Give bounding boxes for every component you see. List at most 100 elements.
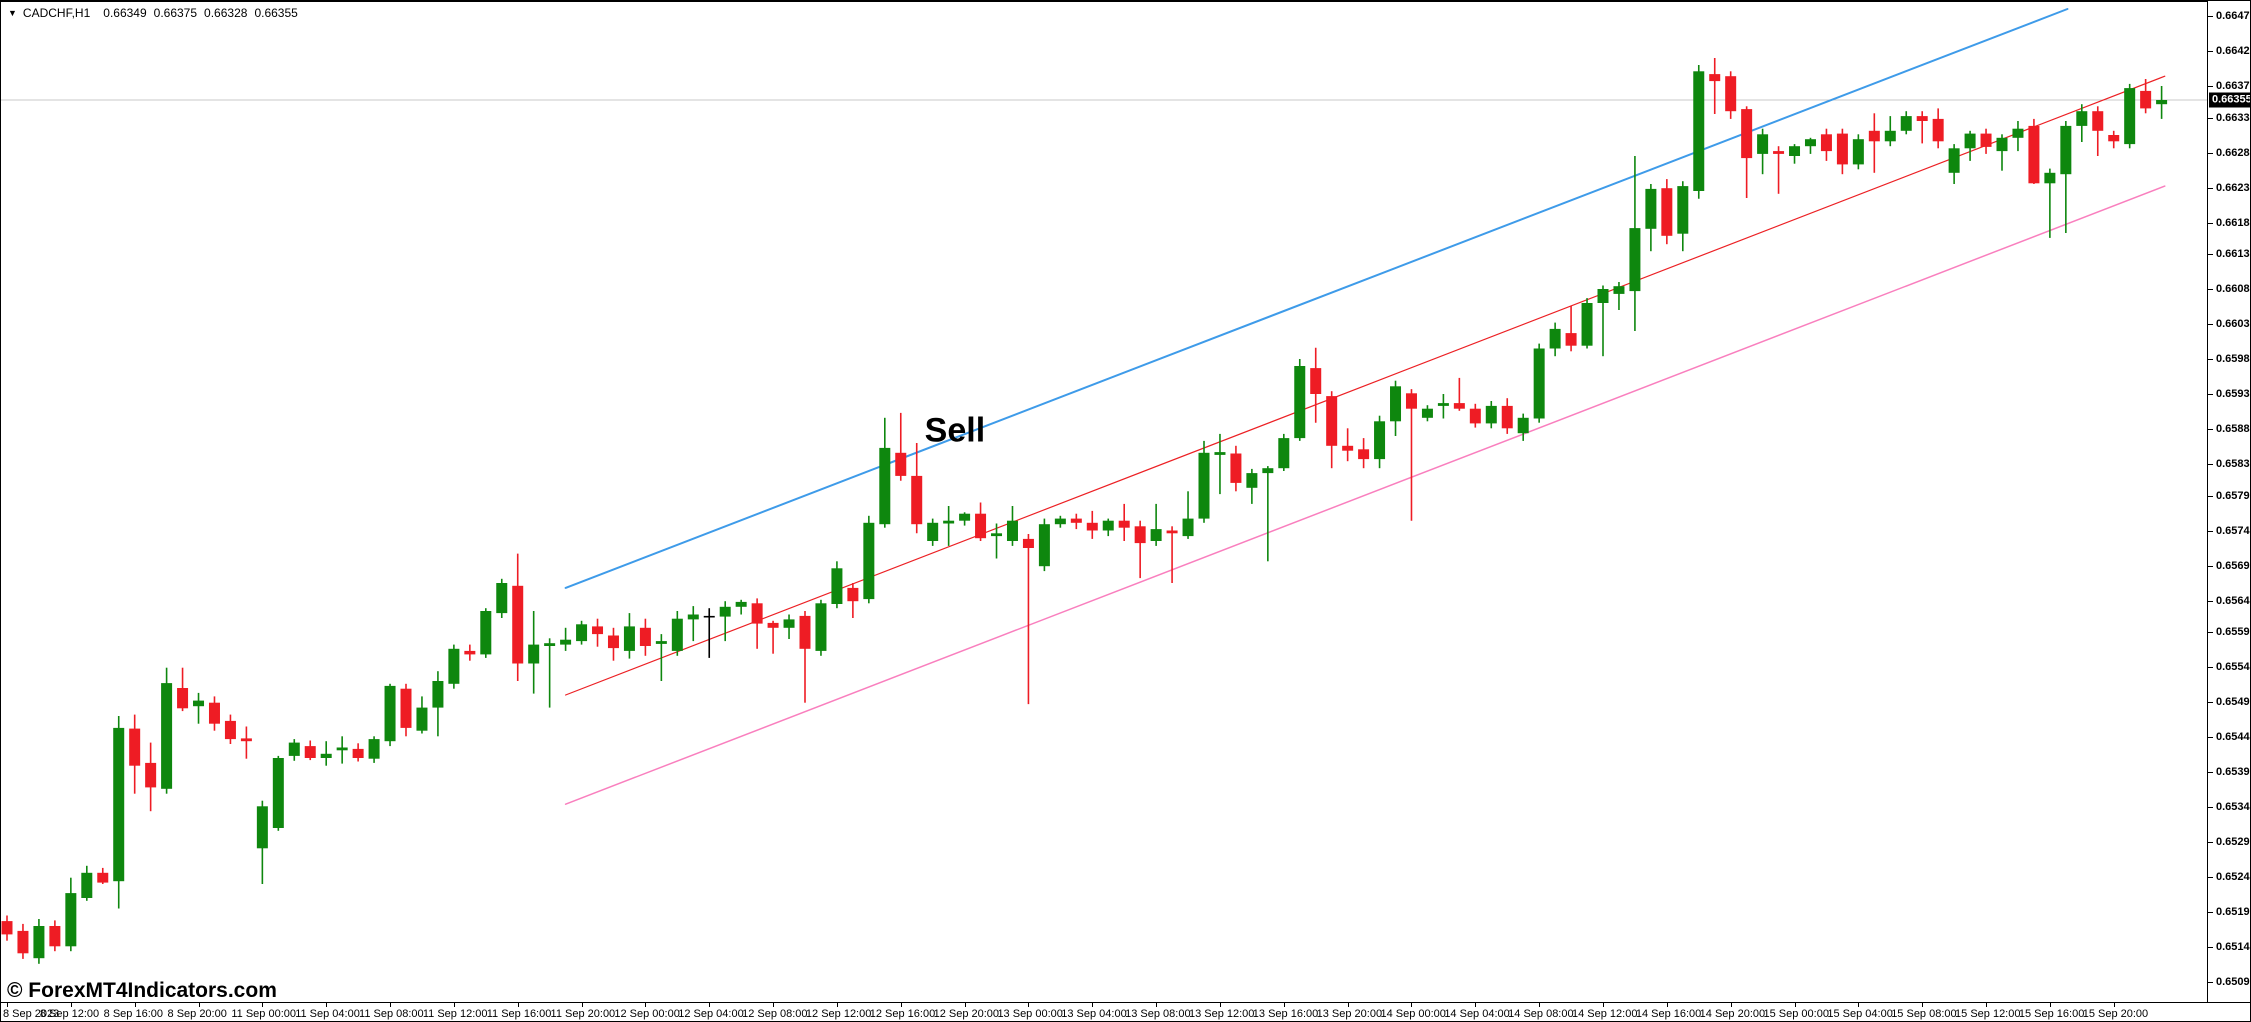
candle-body — [480, 611, 492, 655]
candle — [1789, 144, 1801, 164]
chart-plot-area[interactable]: Sell — [1, 1, 2207, 1002]
time-tick — [1922, 1003, 1924, 1007]
candle-body — [927, 522, 939, 541]
candle-body — [1006, 520, 1018, 541]
candle-body — [1852, 139, 1864, 165]
candle-body — [1725, 76, 1737, 112]
candle — [2140, 79, 2152, 114]
price-tick — [2208, 324, 2213, 325]
time-tick-label: 12 Sep 04:00 — [678, 1008, 744, 1020]
candle-body — [1310, 368, 1322, 394]
candle-body — [416, 707, 428, 731]
candle-body — [735, 601, 747, 607]
candle — [1166, 526, 1178, 583]
candle — [384, 683, 396, 747]
middle-channel-trendline[interactable] — [564, 75, 2166, 696]
candle — [256, 800, 268, 884]
candle-body — [400, 688, 412, 728]
candle — [1549, 322, 1561, 357]
candle-body — [2076, 111, 2088, 126]
time-tick — [390, 1003, 392, 1007]
time-tick — [2049, 1003, 2051, 1007]
candle-body — [2124, 88, 2136, 145]
price-tick — [2208, 807, 2213, 808]
candle — [288, 739, 300, 761]
candle-body — [1964, 133, 1976, 149]
candlestick-chart-canvas[interactable]: Sell — [1, 1, 2207, 1002]
candle — [528, 611, 540, 694]
candle-body — [1597, 289, 1609, 303]
candle — [432, 671, 444, 737]
candle-body — [1757, 134, 1769, 154]
candle — [161, 667, 173, 794]
upper-channel-trendline[interactable] — [564, 8, 2069, 589]
candle — [480, 608, 492, 658]
candle — [991, 523, 1003, 559]
time-tick-label: 8 Sep 12:00 — [39, 1008, 100, 1020]
candle-body — [783, 619, 795, 628]
price-tick-label: 0.65445 — [2216, 731, 2250, 743]
candle — [496, 578, 508, 618]
candle — [639, 618, 651, 656]
candle — [129, 714, 141, 794]
candle — [1948, 144, 1960, 184]
time-tick — [198, 1003, 200, 1007]
candle — [1390, 380, 1402, 436]
candle — [1102, 518, 1114, 537]
candle — [1565, 305, 1577, 352]
candle-body — [560, 639, 572, 645]
candle — [623, 613, 635, 659]
price-tick — [2208, 912, 2213, 913]
symbol-period-label: CADCHF,H1 — [22, 6, 91, 20]
candle — [1118, 503, 1130, 541]
price-tick — [2208, 632, 2213, 633]
time-tick — [70, 1003, 72, 1007]
time-tick-label: 12 Sep 00:00 — [614, 1008, 680, 1020]
candle-body — [432, 681, 444, 708]
symbol-dropdown-arrow-icon[interactable]: ▼ — [8, 7, 17, 18]
price-tick — [2208, 86, 2213, 87]
time-tick — [1219, 1003, 1221, 1007]
time-tick — [1730, 1003, 1732, 1007]
candle — [1773, 146, 1785, 194]
lower-channel-trendline[interactable] — [564, 185, 2166, 805]
candle-body — [304, 746, 316, 758]
candle — [735, 599, 747, 615]
candle-body — [1916, 116, 1928, 121]
price-tick-label: 0.65095 — [2216, 976, 2250, 988]
price-tick-label: 0.65835 — [2216, 458, 2250, 470]
candle — [1405, 389, 1417, 521]
time-axis[interactable]: 8 Sep 2023 8 Sep 12:00 8 Sep 16:00 8 Sep 20… — [1, 1002, 2250, 1021]
candle — [703, 608, 715, 658]
time-tick-label: 13 Sep 20:00 — [1316, 1008, 1383, 1020]
candle — [719, 601, 731, 642]
candle — [1437, 394, 1449, 419]
candle-body — [592, 626, 604, 635]
candle-body — [224, 720, 236, 740]
time-tick-label: 14 Sep 00:00 — [1380, 1008, 1446, 1020]
open-value: 0.66349 — [103, 6, 147, 20]
candle-body — [1166, 530, 1178, 534]
time-tick-label: 8 Sep 16:00 — [103, 1008, 164, 1020]
time-tick — [709, 1003, 711, 1007]
time-tick-label: 12 Sep 20:00 — [933, 1008, 1000, 1020]
price-tick-label: 0.65545 — [2216, 661, 2250, 673]
candle-body — [256, 806, 268, 849]
candle — [767, 620, 779, 654]
candle — [1294, 359, 1306, 441]
candle — [2060, 121, 2072, 233]
candle — [1932, 108, 1944, 149]
candle — [1421, 405, 1433, 422]
candle-body — [1118, 520, 1130, 528]
price-tick-label: 0.66475 — [2216, 10, 2250, 22]
time-tick-label: 15 Sep 04:00 — [1827, 1008, 1893, 1020]
candle — [1198, 440, 1210, 523]
candle — [2012, 121, 2024, 152]
candle — [224, 714, 236, 744]
